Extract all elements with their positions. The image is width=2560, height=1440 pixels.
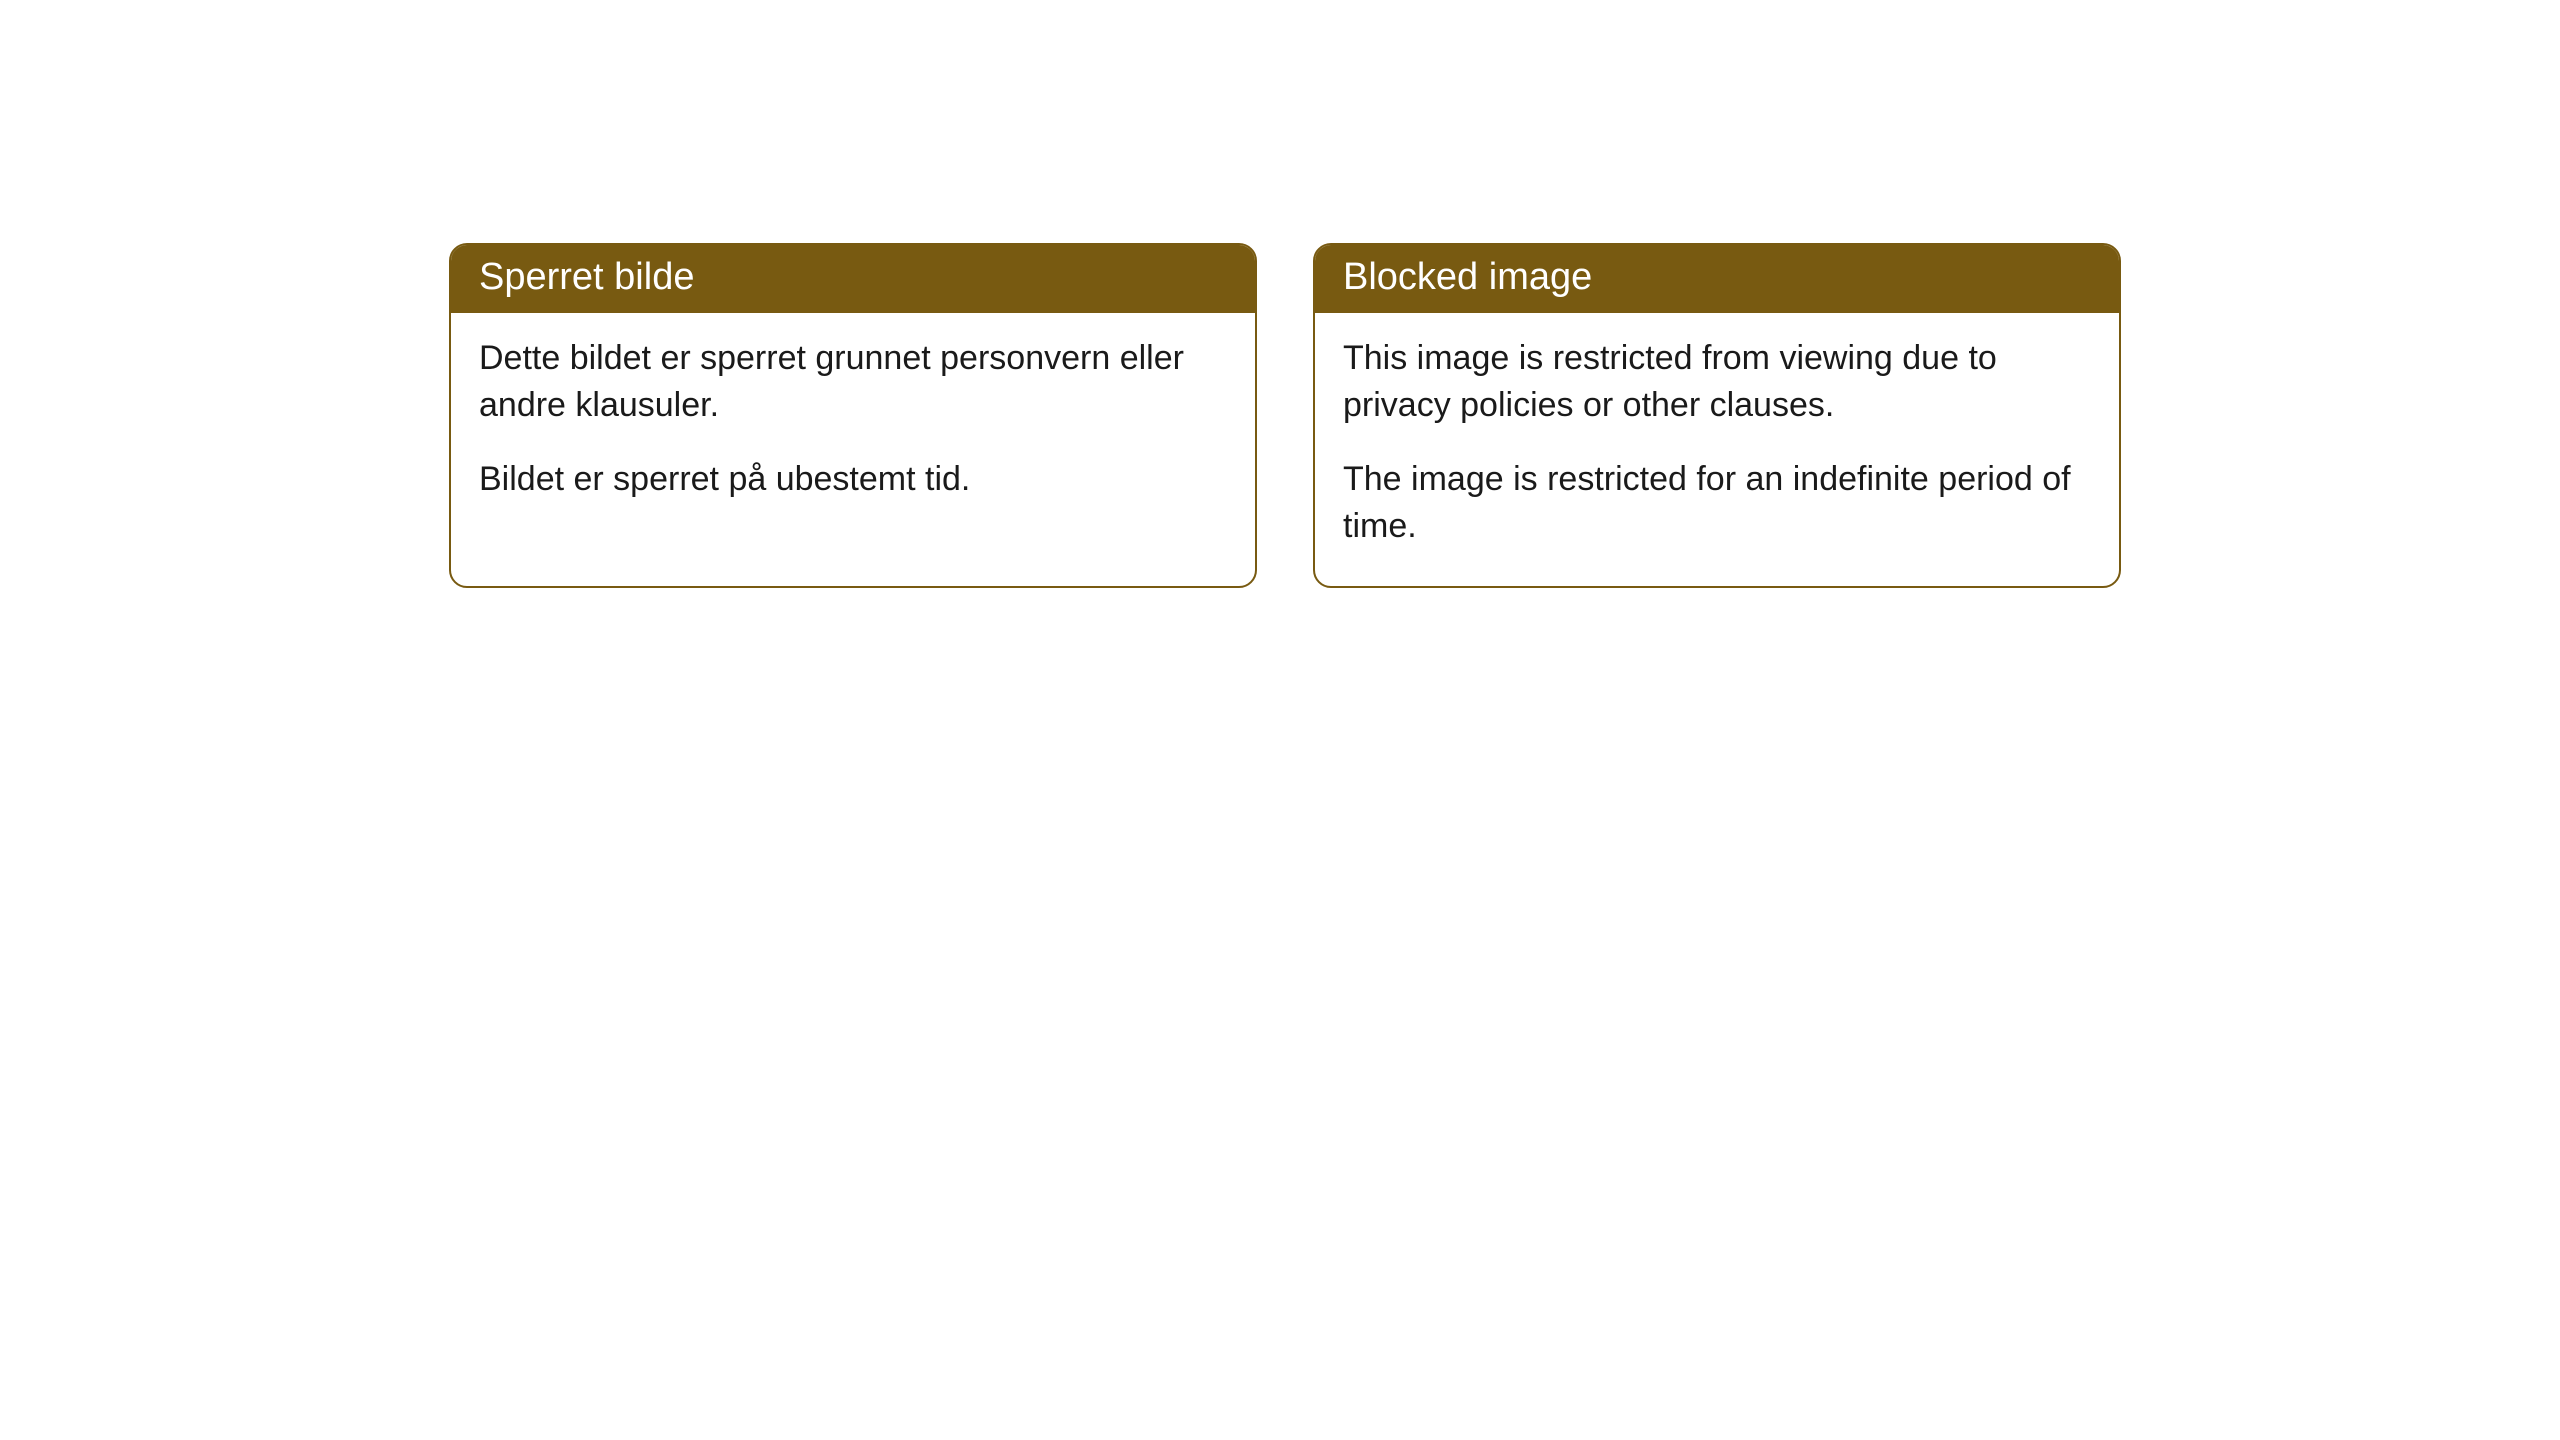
card-header-english: Blocked image [1315, 245, 2119, 313]
blocked-image-card-english: Blocked image This image is restricted f… [1313, 243, 2121, 588]
card-body-norwegian: Dette bildet er sperret grunnet personve… [451, 313, 1255, 540]
notice-text-line1: Dette bildet er sperret grunnet personve… [479, 335, 1227, 429]
blocked-image-card-norwegian: Sperret bilde Dette bildet er sperret gr… [449, 243, 1257, 588]
notice-text-line2: Bildet er sperret på ubestemt tid. [479, 456, 1227, 503]
notice-text-line2: The image is restricted for an indefinit… [1343, 456, 2091, 550]
card-body-english: This image is restricted from viewing du… [1315, 313, 2119, 587]
card-header-norwegian: Sperret bilde [451, 245, 1255, 313]
notice-cards-container: Sperret bilde Dette bildet er sperret gr… [449, 243, 2121, 588]
notice-text-line1: This image is restricted from viewing du… [1343, 335, 2091, 429]
